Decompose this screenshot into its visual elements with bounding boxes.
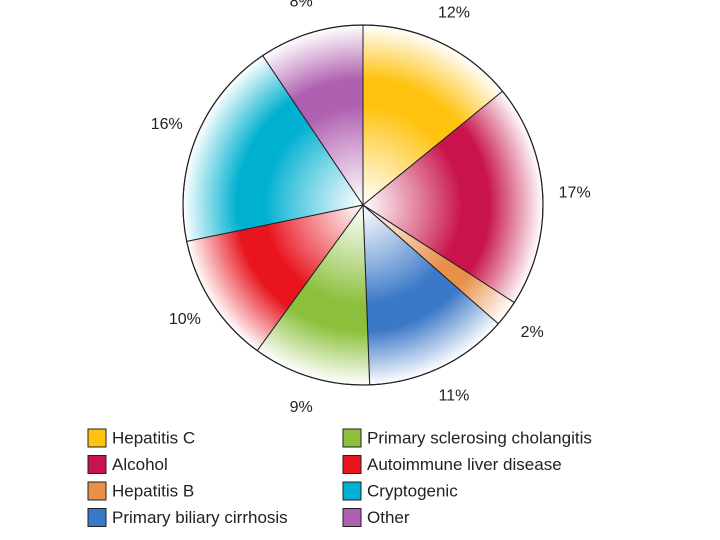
slice-label: 11% — [439, 388, 470, 405]
slice-label: 2% — [521, 324, 544, 341]
legend-swatch — [342, 508, 362, 527]
slice-label: 12% — [438, 5, 470, 22]
slice-label: 8% — [290, 0, 313, 10]
legend-swatch — [342, 428, 362, 448]
legend-swatch — [87, 455, 107, 474]
slice-label: 9% — [290, 399, 313, 416]
slice-label: 16% — [151, 116, 183, 133]
legend-label: Alcohol — [112, 455, 168, 474]
legend-swatch — [87, 481, 107, 501]
legend-label: Hepatitis B — [112, 481, 194, 500]
legend-swatch — [342, 481, 362, 501]
legend-label: Cryptogenic — [367, 481, 458, 500]
legend-label: Hepatitis C — [112, 428, 195, 447]
legend-swatch — [87, 508, 107, 527]
pie-outline — [182, 24, 544, 386]
legend-label: Other — [367, 508, 410, 527]
slice-label: 17% — [559, 184, 591, 201]
legend-swatch — [342, 455, 362, 474]
slice-label: 10% — [169, 311, 201, 328]
legend-swatch — [87, 428, 107, 448]
legend-label: Autoimmune liver disease — [367, 455, 562, 474]
legend-label: Primary sclerosing cholangitis — [367, 428, 592, 447]
legend-label: Primary biliary cirrhosis — [112, 508, 288, 527]
